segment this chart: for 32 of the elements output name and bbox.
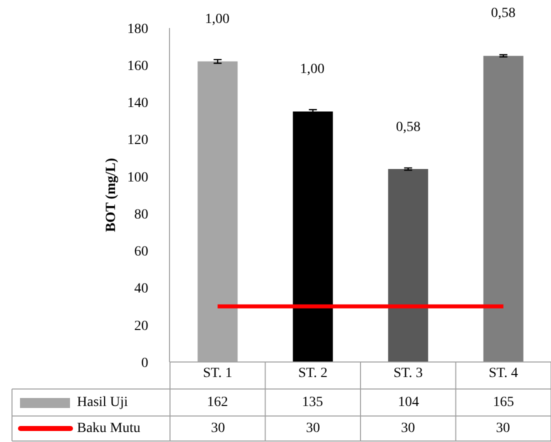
y-tick-label: 180 xyxy=(127,22,148,37)
y-tick-label: 40 xyxy=(134,282,148,297)
y-tick-label: 0 xyxy=(141,356,148,371)
y-tick-label: 160 xyxy=(127,59,148,74)
x-tick-label: ST. 2 xyxy=(298,366,328,381)
y-tick-label: 100 xyxy=(127,170,148,186)
y-tick-label: 60 xyxy=(134,244,148,260)
annotation: 0,58 xyxy=(491,6,516,21)
bar xyxy=(483,56,524,362)
annotation: 0,58 xyxy=(396,120,420,135)
legend-label: Baku Mutu xyxy=(77,421,140,436)
data-label: 135 xyxy=(302,395,323,410)
y-axis-title: BOT (mg/L) xyxy=(104,158,119,232)
data-label: 30 xyxy=(401,421,415,436)
data-label: 162 xyxy=(207,395,228,410)
legend-label: Hasil Uji xyxy=(77,395,128,410)
data-label: 104 xyxy=(398,395,419,410)
y-tick-label: 140 xyxy=(127,96,148,112)
y-tick-label: 20 xyxy=(134,318,148,334)
y-tick-label: 80 xyxy=(134,207,148,222)
annotation: 1,00 xyxy=(205,12,230,27)
x-tick-label: ST. 1 xyxy=(202,366,232,381)
x-tick-label: ST. 3 xyxy=(393,366,423,381)
data-label: 30 xyxy=(306,421,320,436)
annotation: 1,00 xyxy=(300,62,324,77)
data-label: 165 xyxy=(493,395,514,410)
bar xyxy=(292,112,333,362)
y-tick-label: 120 xyxy=(127,133,148,148)
x-tick-label: ST. 4 xyxy=(488,366,518,381)
data-label: 30 xyxy=(496,421,510,436)
bar xyxy=(388,169,428,362)
data-label: 30 xyxy=(211,421,225,436)
